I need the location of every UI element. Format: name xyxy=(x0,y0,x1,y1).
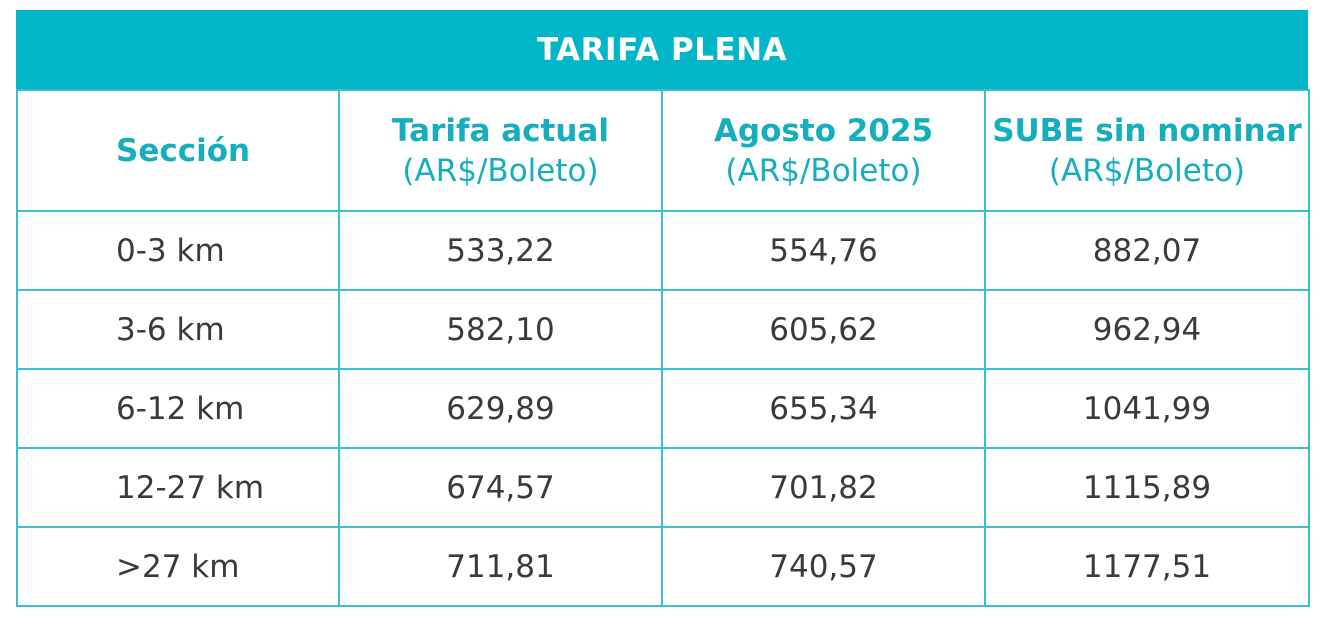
header-sube-sin-nominar-label: SUBE sin nominar xyxy=(992,112,1302,149)
header-seccion: Sección xyxy=(16,89,340,212)
cell-tarifa-actual: 533,22 xyxy=(338,210,663,291)
table-row: 12-27 km 674,57 701,82 1115,89 xyxy=(16,447,1310,528)
header-row: Sección Tarifa actual (AR$/Boleto) Agost… xyxy=(16,89,1310,212)
table-row: 6-12 km 629,89 655,34 1041,99 xyxy=(16,368,1310,449)
cell-agosto-2025: 655,34 xyxy=(661,368,986,449)
cell-agosto-2025: 605,62 xyxy=(661,289,986,370)
header-agosto-2025-label: Agosto 2025 xyxy=(713,112,934,149)
header-tarifa-actual-label: Tarifa actual xyxy=(392,112,609,149)
cell-sube-sin-nominar: 962,94 xyxy=(984,289,1310,370)
cell-agosto-2025: 701,82 xyxy=(661,447,986,528)
table-row: 0-3 km 533,22 554,76 882,07 xyxy=(16,210,1310,291)
cell-seccion: 12-27 km xyxy=(16,447,340,528)
table-row: >27 km 711,81 740,57 1177,51 xyxy=(16,526,1310,607)
cell-sube-sin-nominar: 1041,99 xyxy=(984,368,1310,449)
fare-table: Sección Tarifa actual (AR$/Boleto) Agost… xyxy=(16,89,1310,607)
header-agosto-2025: Agosto 2025 (AR$/Boleto) xyxy=(661,89,986,212)
fare-table-container: TARIFA PLENA Sección Tarifa actual (AR$/… xyxy=(16,10,1310,608)
table-row: 3-6 km 582,10 605,62 962,94 xyxy=(16,289,1310,370)
cell-seccion: 0-3 km xyxy=(16,210,340,291)
cell-sube-sin-nominar: 1115,89 xyxy=(984,447,1310,528)
table-title: TARIFA PLENA xyxy=(16,10,1308,89)
cell-sube-sin-nominar: 882,07 xyxy=(984,210,1310,291)
header-sube-sin-nominar: SUBE sin nominar (AR$/Boleto) xyxy=(984,89,1310,212)
cell-tarifa-actual: 582,10 xyxy=(338,289,663,370)
cell-agosto-2025: 740,57 xyxy=(661,526,986,607)
cell-tarifa-actual: 711,81 xyxy=(338,526,663,607)
cell-tarifa-actual: 629,89 xyxy=(338,368,663,449)
cell-agosto-2025: 554,76 xyxy=(661,210,986,291)
cell-seccion: 3-6 km xyxy=(16,289,340,370)
cell-seccion: 6-12 km xyxy=(16,368,340,449)
header-agosto-2025-unit: (AR$/Boleto) xyxy=(725,152,922,189)
header-sube-sin-nominar-unit: (AR$/Boleto) xyxy=(1048,152,1246,189)
header-tarifa-actual-unit: (AR$/Boleto) xyxy=(402,152,599,189)
cell-tarifa-actual: 674,57 xyxy=(338,447,663,528)
cell-sube-sin-nominar: 1177,51 xyxy=(984,526,1310,607)
header-tarifa-actual: Tarifa actual (AR$/Boleto) xyxy=(338,89,663,212)
cell-seccion: >27 km xyxy=(16,526,340,607)
